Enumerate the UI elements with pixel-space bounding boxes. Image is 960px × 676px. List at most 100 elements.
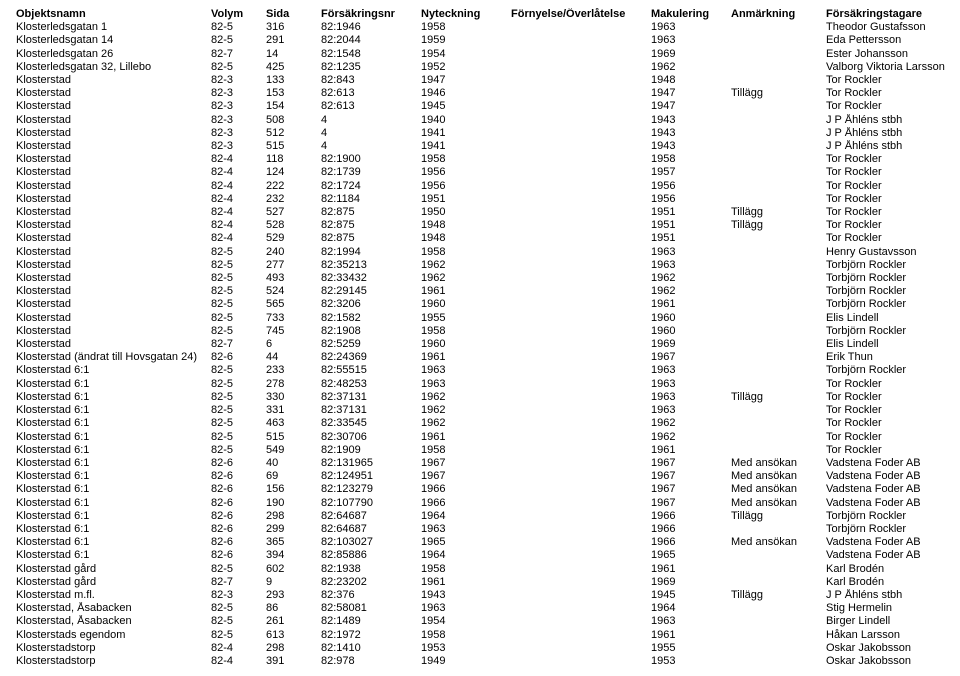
- table-cell: [507, 246, 647, 259]
- table-row: Klosterstad82-527782:3521319621963Torbjö…: [12, 259, 948, 272]
- table-cell: 1961: [647, 563, 727, 576]
- table-cell: 6: [262, 338, 317, 351]
- table-cell: [507, 206, 647, 219]
- table-cell: [727, 140, 822, 153]
- table-cell: 1963: [647, 404, 727, 417]
- table-cell: [727, 615, 822, 628]
- table-row: Klosterledsgatan 182-531682:194619581963…: [12, 21, 948, 34]
- table-cell: Klosterstad 6:1: [12, 417, 207, 430]
- table-cell: 82:33545: [317, 417, 417, 430]
- table-cell: 82:48253: [317, 378, 417, 391]
- table-row: Klosterstadstorp82-439182:97819491953Osk…: [12, 655, 948, 668]
- table-cell: 82-5: [207, 61, 262, 74]
- table-cell: 82-6: [207, 497, 262, 510]
- table-cell: 82:875: [317, 219, 417, 232]
- table-cell: 1945: [647, 589, 727, 602]
- table-row: Klosterstad82-552482:2914519611962Torbjö…: [12, 285, 948, 298]
- table-cell: Klosterstad: [12, 114, 207, 127]
- table-cell: 82:1724: [317, 180, 417, 193]
- table-cell: 82-5: [207, 378, 262, 391]
- table-cell: 82-5: [207, 404, 262, 417]
- table-cell: 1962: [647, 285, 727, 298]
- table-cell: Med ansökan: [727, 497, 822, 510]
- table-cell: 82:64687: [317, 523, 417, 536]
- table-cell: 82-3: [207, 74, 262, 87]
- table-cell: [727, 523, 822, 536]
- table-cell: 82:107790: [317, 497, 417, 510]
- table-row: Klosterstad 6:182-546382:3354519621962To…: [12, 417, 948, 430]
- table-cell: Tor Rockler: [822, 180, 948, 193]
- table-cell: 82:1972: [317, 629, 417, 642]
- table-cell: 1965: [417, 536, 507, 549]
- table-cell: 1963: [647, 615, 727, 628]
- table-cell: 9: [262, 576, 317, 589]
- table-cell: [507, 259, 647, 272]
- table-cell: 82:30706: [317, 431, 417, 444]
- table-cell: Vadstena Foder AB: [822, 549, 948, 562]
- table-cell: [507, 417, 647, 430]
- table-cell: 1947: [417, 74, 507, 87]
- table-cell: Torbjörn Rockler: [822, 523, 948, 536]
- table-cell: [727, 576, 822, 589]
- table-cell: Tillägg: [727, 206, 822, 219]
- table-cell: 82-5: [207, 391, 262, 404]
- table-cell: [507, 298, 647, 311]
- table-cell: 82-6: [207, 351, 262, 364]
- table-cell: [507, 114, 647, 127]
- table-cell: [507, 444, 647, 457]
- table-cell: 82:978: [317, 655, 417, 668]
- table-cell: [507, 87, 647, 100]
- table-cell: 1958: [647, 153, 727, 166]
- table-row: Klosterstad 6:182-629982:6468719631966To…: [12, 523, 948, 536]
- table-cell: 1946: [417, 87, 507, 100]
- table-cell: [507, 166, 647, 179]
- table-cell: Torbjörn Rockler: [822, 272, 948, 285]
- table-row: Klosterstad82-422282:172419561956Tor Roc…: [12, 180, 948, 193]
- table-cell: 154: [262, 100, 317, 113]
- table-cell: 1943: [417, 589, 507, 602]
- table-cell: 82-5: [207, 21, 262, 34]
- table-cell: 1964: [417, 549, 507, 562]
- table-cell: 1943: [647, 114, 727, 127]
- table-cell: Klosterstad: [12, 338, 207, 351]
- table-cell: [727, 351, 822, 364]
- table-cell: 1969: [647, 576, 727, 589]
- table-cell: 82-3: [207, 114, 262, 127]
- table-cell: 82-5: [207, 364, 262, 377]
- table-row: Klosterstad82-315482:61319451947Tor Rock…: [12, 100, 948, 113]
- table-cell: 1949: [417, 655, 507, 668]
- table-cell: 82-4: [207, 642, 262, 655]
- table-cell: [507, 602, 647, 615]
- table-cell: Vadstena Foder AB: [822, 470, 948, 483]
- table-cell: 82:37131: [317, 404, 417, 417]
- table-cell: 1962: [417, 417, 507, 430]
- table-cell: 82-4: [207, 655, 262, 668]
- table-row: Klosterstad, Åsabacken82-58682:580811963…: [12, 602, 948, 615]
- table-cell: [507, 589, 647, 602]
- table-row: Klosterstad82-411882:190019581958Tor Roc…: [12, 153, 948, 166]
- table-cell: 293: [262, 589, 317, 602]
- table-cell: 528: [262, 219, 317, 232]
- table-cell: 82:1946: [317, 21, 417, 34]
- table-cell: 493: [262, 272, 317, 285]
- table-cell: Klosterstad: [12, 193, 207, 206]
- table-row: Klosterstad82-412482:173919561957Tor Roc…: [12, 166, 948, 179]
- table-cell: [727, 378, 822, 391]
- table-cell: Ester Johansson: [822, 48, 948, 61]
- table-cell: 82-5: [207, 325, 262, 338]
- table-cell: 1951: [647, 232, 727, 245]
- col-header-nyteckning: Nyteckning: [417, 8, 507, 21]
- table-cell: 277: [262, 259, 317, 272]
- table-row: Klosterstad (ändrat till Hovsgatan 24)82…: [12, 351, 948, 364]
- table-cell: 82:23202: [317, 576, 417, 589]
- table-cell: 82-7: [207, 48, 262, 61]
- table-cell: 1958: [417, 563, 507, 576]
- table-cell: 82:123279: [317, 483, 417, 496]
- table-cell: 1966: [647, 510, 727, 523]
- table-cell: 515: [262, 140, 317, 153]
- table-cell: 1963: [417, 364, 507, 377]
- table-cell: 524: [262, 285, 317, 298]
- table-cell: 1958: [417, 21, 507, 34]
- table-cell: 82:2044: [317, 34, 417, 47]
- table-cell: Klosterstad: [12, 206, 207, 219]
